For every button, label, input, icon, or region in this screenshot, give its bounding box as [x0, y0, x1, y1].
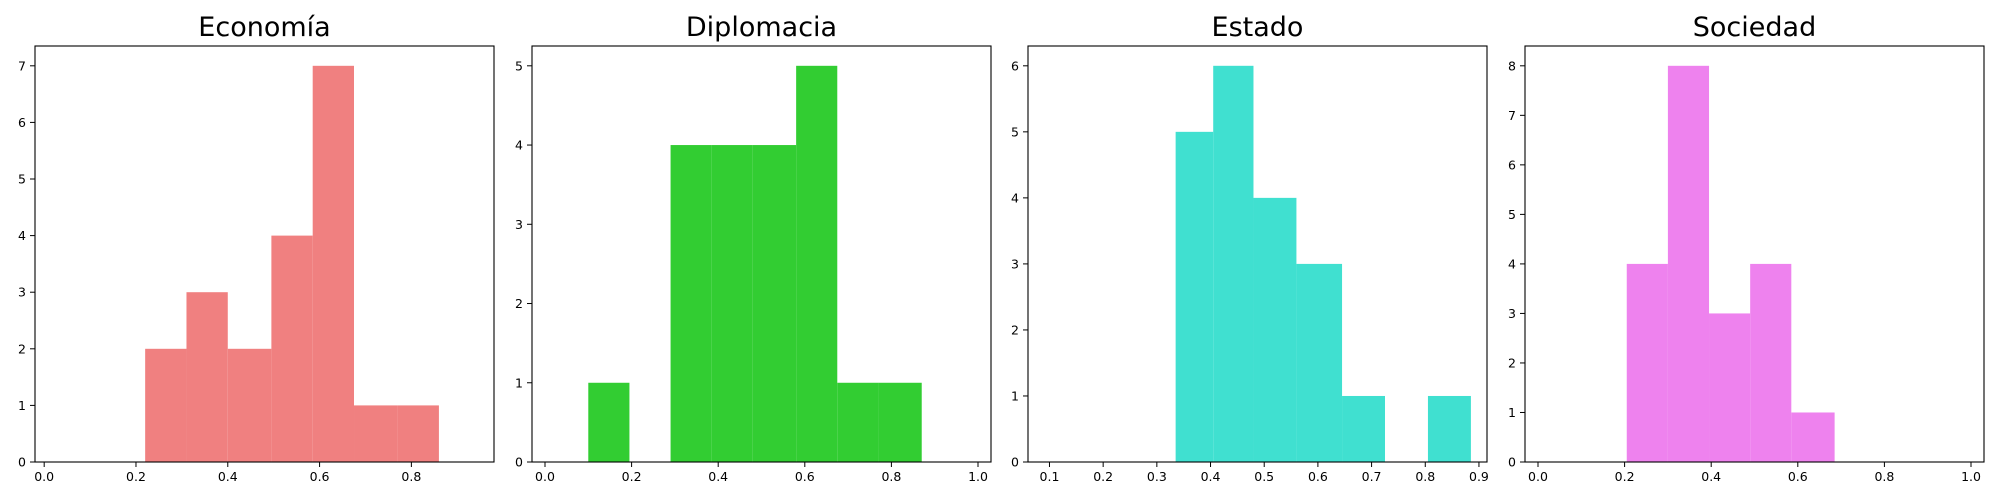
- histogram-bar: [312, 65, 354, 462]
- x-tick-label: 0.7: [1362, 469, 1382, 484]
- y-tick-label: 4: [515, 138, 523, 153]
- y-tick-label: 6: [1011, 58, 1019, 73]
- y-tick-label: 6: [18, 115, 26, 130]
- y-tick-label: 5: [515, 58, 523, 73]
- axes-frame: [531, 45, 992, 463]
- x-tick-label: 0.1: [1040, 469, 1060, 484]
- x-tick-label: 0.6: [1308, 469, 1328, 484]
- x-tick-label: 0.8: [1415, 469, 1435, 484]
- x-tick-label: 0.4: [1701, 469, 1721, 484]
- histogram-bar: [796, 65, 838, 462]
- y-tick-label: 1: [515, 375, 523, 390]
- axes-frame: [1524, 45, 1985, 463]
- histogram-bar: [670, 145, 712, 463]
- x-tick-label: 0.8: [401, 469, 421, 484]
- y-tick-label: 2: [18, 341, 26, 356]
- histogram-bar: [711, 145, 753, 463]
- y-tick-label: 7: [18, 58, 26, 73]
- y-tick-label: 5: [1011, 124, 1019, 139]
- histogram-bar: [1296, 263, 1343, 462]
- panel-estado: Estado 0.1 0.2 0.3 0.4 0.5 0.6 0.7 0.8 0.9 0 1 2 3 4 5…: [1011, 12, 1489, 484]
- axes-frame: [1027, 45, 1488, 463]
- y-tick-label: 0: [515, 455, 523, 470]
- x-tick-label: 0.4: [708, 469, 728, 484]
- x-tick-label: 0.3: [1147, 469, 1167, 484]
- x-tick-label: 0.0: [1528, 469, 1548, 484]
- x-tick-label: 0.4: [1201, 469, 1221, 484]
- x-tick-label: 0.0: [535, 469, 555, 484]
- y-tick-label: 2: [515, 296, 523, 311]
- histogram-bar: [227, 348, 272, 462]
- y-tick-label: 1: [1011, 388, 1019, 403]
- y-tick-label: 0: [1011, 455, 1019, 470]
- y-tick-label: 4: [1011, 190, 1019, 205]
- panel-title-diplomacia: Diplomacia: [686, 12, 837, 43]
- histogram-bar: [1175, 131, 1214, 462]
- histogram-bar: [1667, 65, 1710, 462]
- panel-title-economia: Economía: [198, 12, 330, 43]
- histogram-bar: [354, 405, 398, 462]
- panel-diplomacia: Diplomacia 0.0 0.2 0.4 0.6 0.8 1.0 0 1 2 3 4 5: [515, 12, 992, 484]
- x-tick-label: 1.0: [968, 469, 988, 484]
- x-tick-label: 0.6: [1788, 469, 1808, 484]
- y-tick-label: 2: [1508, 355, 1516, 370]
- x-tick-label: 0.6: [310, 469, 330, 484]
- y-tick-label: 4: [1508, 256, 1516, 271]
- histogram-bar: [186, 292, 228, 462]
- histogram-bar: [1791, 412, 1835, 462]
- panel-title-sociedad: Sociedad: [1693, 12, 1816, 43]
- panel-sociedad: Sociedad 0.0 0.2 0.4 0.6 0.8 1.0 0 1 2 3 4 5 6 7 8: [1508, 12, 1985, 484]
- histogram-bar: [837, 382, 879, 462]
- x-tick-label: 0.2: [1093, 469, 1113, 484]
- histogram-bar: [1213, 65, 1254, 462]
- histogram-bar: [1626, 263, 1668, 462]
- histogram-bar: [1750, 263, 1792, 462]
- histogram-bar: [1342, 395, 1385, 462]
- y-tick-label: 2: [1011, 322, 1019, 337]
- y-tick-label: 0: [1508, 455, 1516, 470]
- x-tick-label: 0.8: [881, 469, 901, 484]
- x-tick-label: 0.0: [34, 469, 54, 484]
- histogram-bar: [752, 145, 797, 463]
- y-tick-label: 5: [1508, 207, 1516, 222]
- y-tick-label: 3: [515, 217, 523, 232]
- y-tick-label: 8: [1508, 58, 1516, 73]
- histogram-bar: [145, 348, 187, 462]
- x-tick-label: 0.5: [1254, 469, 1274, 484]
- x-tick-label: 1.0: [1961, 469, 1981, 484]
- histogram-bar: [397, 405, 439, 462]
- histogram-bar: [1427, 395, 1471, 462]
- x-tick-label: 0.2: [126, 469, 146, 484]
- x-tick-label: 0.9: [1469, 469, 1489, 484]
- x-tick-label: 0.6: [795, 469, 815, 484]
- y-tick-label: 7: [1508, 108, 1516, 123]
- x-tick-label: 0.2: [622, 469, 642, 484]
- x-tick-label: 0.2: [1615, 469, 1635, 484]
- axes-frame: [34, 45, 495, 463]
- histogram-bar: [588, 382, 630, 462]
- y-tick-label: 3: [18, 285, 26, 300]
- histogram-bar: [1253, 197, 1297, 462]
- histogram-bar: [1709, 313, 1751, 462]
- panel-economia: Economía 0.0 0.2 0.4 0.6 0.8 0 1 2 3 4 5 6 7: [18, 12, 495, 484]
- y-tick-label: 1: [1508, 405, 1516, 420]
- y-tick-label: 3: [1011, 256, 1019, 271]
- y-tick-label: 6: [1508, 157, 1516, 172]
- y-tick-label: 1: [18, 398, 26, 413]
- y-tick-label: 4: [18, 228, 26, 243]
- x-tick-label: 0.8: [1874, 469, 1894, 484]
- y-tick-label: 0: [18, 455, 26, 470]
- x-tick-label: 0.4: [218, 469, 238, 484]
- y-tick-label: 3: [1508, 306, 1516, 321]
- histogram-bar: [271, 235, 313, 462]
- histogram-bar: [878, 382, 922, 462]
- panel-title-estado: Estado: [1212, 12, 1304, 43]
- y-tick-label: 5: [18, 172, 26, 187]
